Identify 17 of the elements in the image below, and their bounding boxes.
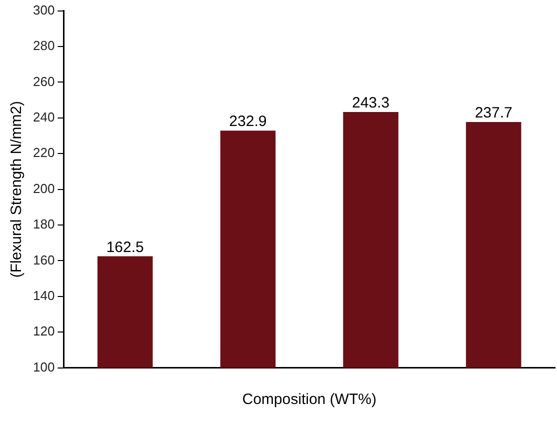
y-tick-label: 160 [32,252,55,268]
y-tick-label: 260 [32,74,55,89]
data-label: 232.9 [229,113,267,130]
x-axis-title: Composition (WT%) [242,391,376,408]
y-tick-label: 200 [32,180,55,196]
data-label: 237.7 [474,104,512,122]
y-tick-label: 240 [32,109,55,124]
y-tick-label: 140 [32,288,55,303]
y-tick-label: 180 [32,216,55,232]
y-axis-title: (Flexural Strength N/mm2) [8,100,26,278]
y-tick-label: 120 [32,324,55,339]
y-tick-label: 100 [32,359,55,374]
data-label: 243.3 [352,94,390,112]
y-tick-label: 220 [32,145,55,160]
y-tick-label: 280 [32,38,55,54]
y-tick-label: 300 [32,2,55,18]
data-label: 162.5 [106,238,144,256]
